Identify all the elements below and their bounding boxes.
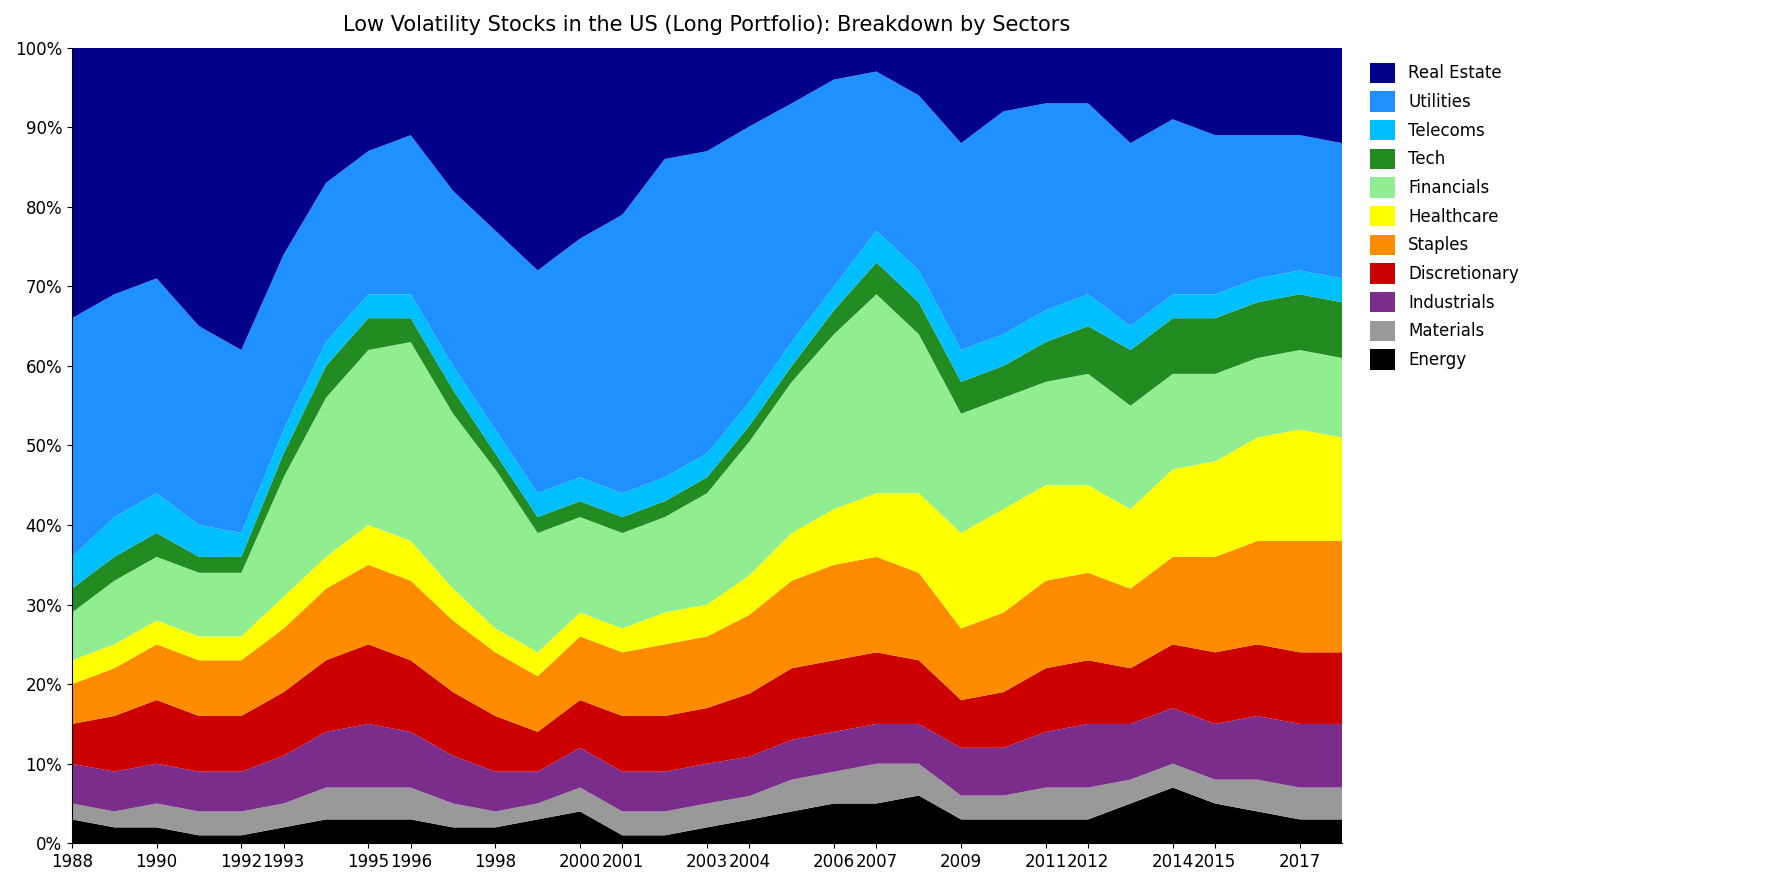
Title: Low Volatility Stocks in the US (Long Portfolio): Breakdown by Sectors: Low Volatility Stocks in the US (Long Po… — [344, 15, 1070, 35]
Legend: Real Estate, Utilities, Telecoms, Tech, Financials, Healthcare, Staples, Discret: Real Estate, Utilities, Telecoms, Tech, … — [1363, 56, 1526, 377]
